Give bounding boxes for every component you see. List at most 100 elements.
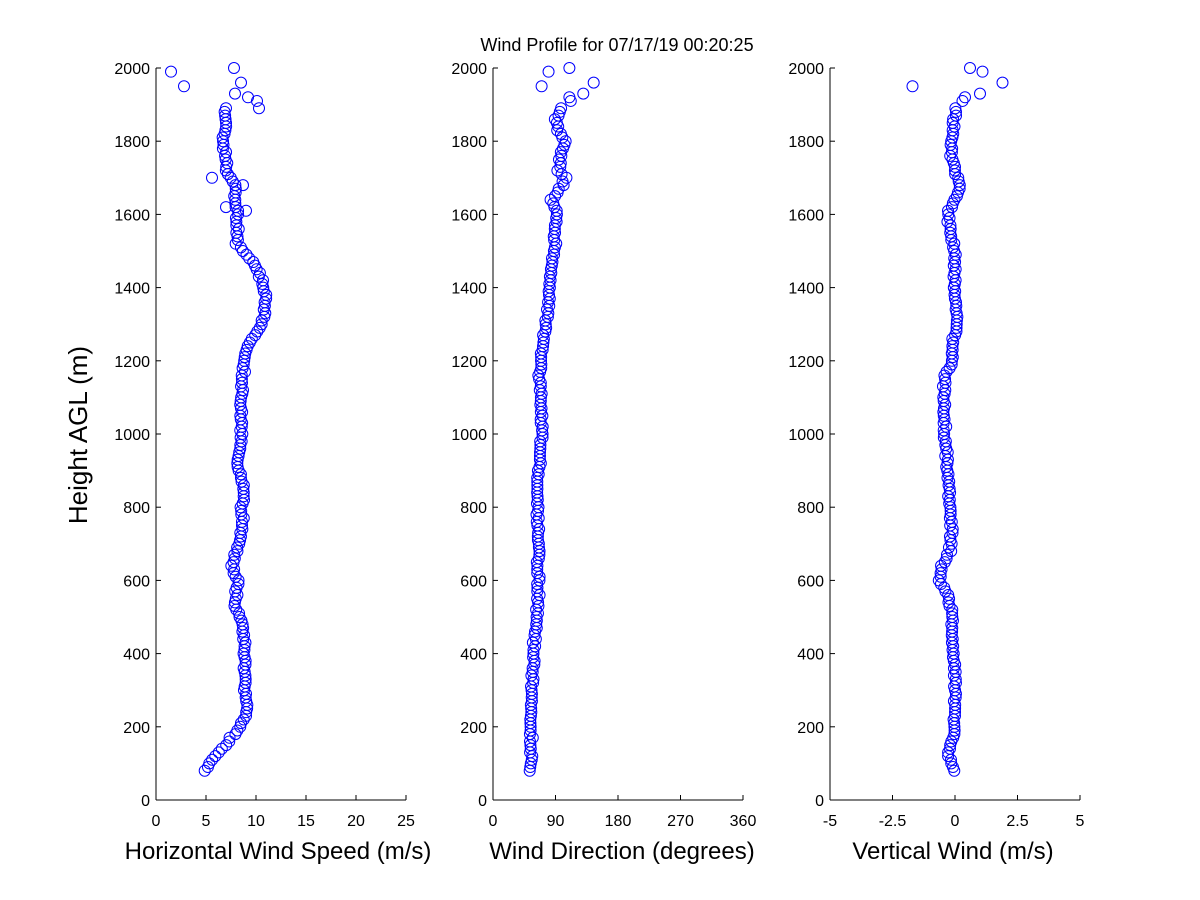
data-point [236, 376, 249, 389]
y-tick-label: 200 [797, 720, 824, 737]
data-point [555, 102, 568, 115]
y-tick-label: 1800 [451, 134, 487, 151]
data-point [237, 179, 249, 192]
x-tick-label: 15 [297, 813, 315, 830]
data-point [235, 475, 248, 488]
data-point [235, 76, 247, 89]
y-tick-label: 1400 [788, 281, 824, 298]
data-point [537, 329, 550, 342]
data-point [240, 204, 252, 217]
y-tick-label: 1600 [114, 207, 150, 224]
data-point [952, 171, 965, 184]
y-tick-label: 1000 [451, 427, 487, 444]
data-point [550, 208, 563, 221]
data-point [251, 325, 264, 338]
data-point [220, 201, 232, 214]
x-tick-label: 2.5 [1006, 813, 1028, 830]
data-point [260, 292, 273, 305]
data-point [212, 746, 225, 759]
data-point [935, 563, 948, 576]
data-point [577, 87, 590, 100]
data-point [255, 318, 268, 331]
data-point [549, 190, 562, 203]
y-tick-label: 1400 [451, 281, 487, 298]
data-point [239, 636, 252, 649]
data-point [231, 724, 244, 737]
data-point [555, 149, 568, 162]
data-point [243, 252, 256, 265]
data-point [229, 182, 242, 195]
data-point [959, 91, 971, 104]
data-point [234, 720, 247, 733]
data-point [219, 109, 232, 122]
y-tick-label: 1800 [114, 134, 150, 151]
data-point [220, 739, 233, 752]
data-point [542, 65, 555, 78]
x-tick-label: 25 [397, 813, 415, 830]
x-tick-label: 360 [730, 813, 757, 830]
x-tick-label: 5 [1076, 813, 1085, 830]
y-tick-label: 1000 [114, 427, 150, 444]
y-tick-label: 1600 [451, 207, 487, 224]
x-axis-label: Wind Direction (degrees) [489, 838, 754, 865]
data-point [228, 548, 241, 561]
data-point [215, 742, 228, 755]
data-point [946, 523, 959, 536]
x-tick-label: -2.5 [879, 813, 907, 830]
x-tick-label: 5 [202, 813, 211, 830]
y-tick-label: 600 [460, 573, 487, 590]
data-point [178, 80, 190, 93]
data-point [539, 318, 552, 331]
y-tick-label: 1000 [788, 427, 824, 444]
y-tick-label: 2000 [788, 61, 824, 78]
data-point [535, 80, 548, 93]
data-point [241, 340, 254, 353]
data-point [225, 559, 238, 572]
data-point [233, 607, 246, 620]
data-point [949, 102, 962, 115]
data-point [946, 116, 959, 129]
data-point [952, 175, 965, 188]
y-tick-label: 400 [797, 647, 824, 664]
data-point [234, 468, 247, 481]
data-point [946, 332, 959, 345]
data-point [556, 175, 569, 188]
y-tick-label: 0 [478, 793, 487, 810]
data-point [940, 548, 953, 561]
speed-panel: 0 200 400 600 800 1000 1200 1400 1600 1800 2000 0 5 1… [114, 61, 431, 865]
data-point [220, 102, 233, 115]
data-point [232, 204, 245, 217]
data-point [950, 105, 963, 118]
data-point [554, 146, 567, 159]
data-point [942, 208, 955, 221]
data-point [564, 94, 577, 107]
y-tick-label: 200 [460, 720, 487, 737]
data-point [260, 288, 273, 301]
data-point [547, 197, 560, 210]
y-axis-label: Height AGL (m) [63, 346, 93, 524]
y-tick-label: 1800 [788, 134, 824, 151]
data-point [233, 611, 246, 623]
data-point [545, 252, 558, 265]
data-point [228, 62, 240, 74]
data-point [165, 65, 177, 78]
data-point [232, 578, 245, 591]
data-point [554, 127, 567, 140]
data-point [235, 504, 248, 517]
data-point [206, 171, 218, 184]
x-tick-label: 0 [152, 813, 161, 830]
data-point [253, 102, 265, 115]
data-point [220, 146, 233, 159]
y-tick-label: 2000 [114, 61, 150, 78]
data-point [944, 138, 957, 151]
x-tick-label: 90 [547, 813, 565, 830]
data-point [238, 351, 251, 364]
y-tick-label: 600 [123, 573, 150, 590]
x-axis-label: Vertical Wind (m/s) [852, 838, 1053, 865]
x-tick-label: 20 [347, 813, 365, 830]
data-point [237, 512, 250, 525]
vertical-wind-panel: 0 200 400 600 800 1000 1200 1400 1600 1800 2000 -5 -… [788, 61, 1084, 865]
data-point [948, 164, 961, 177]
data-point [552, 153, 565, 166]
